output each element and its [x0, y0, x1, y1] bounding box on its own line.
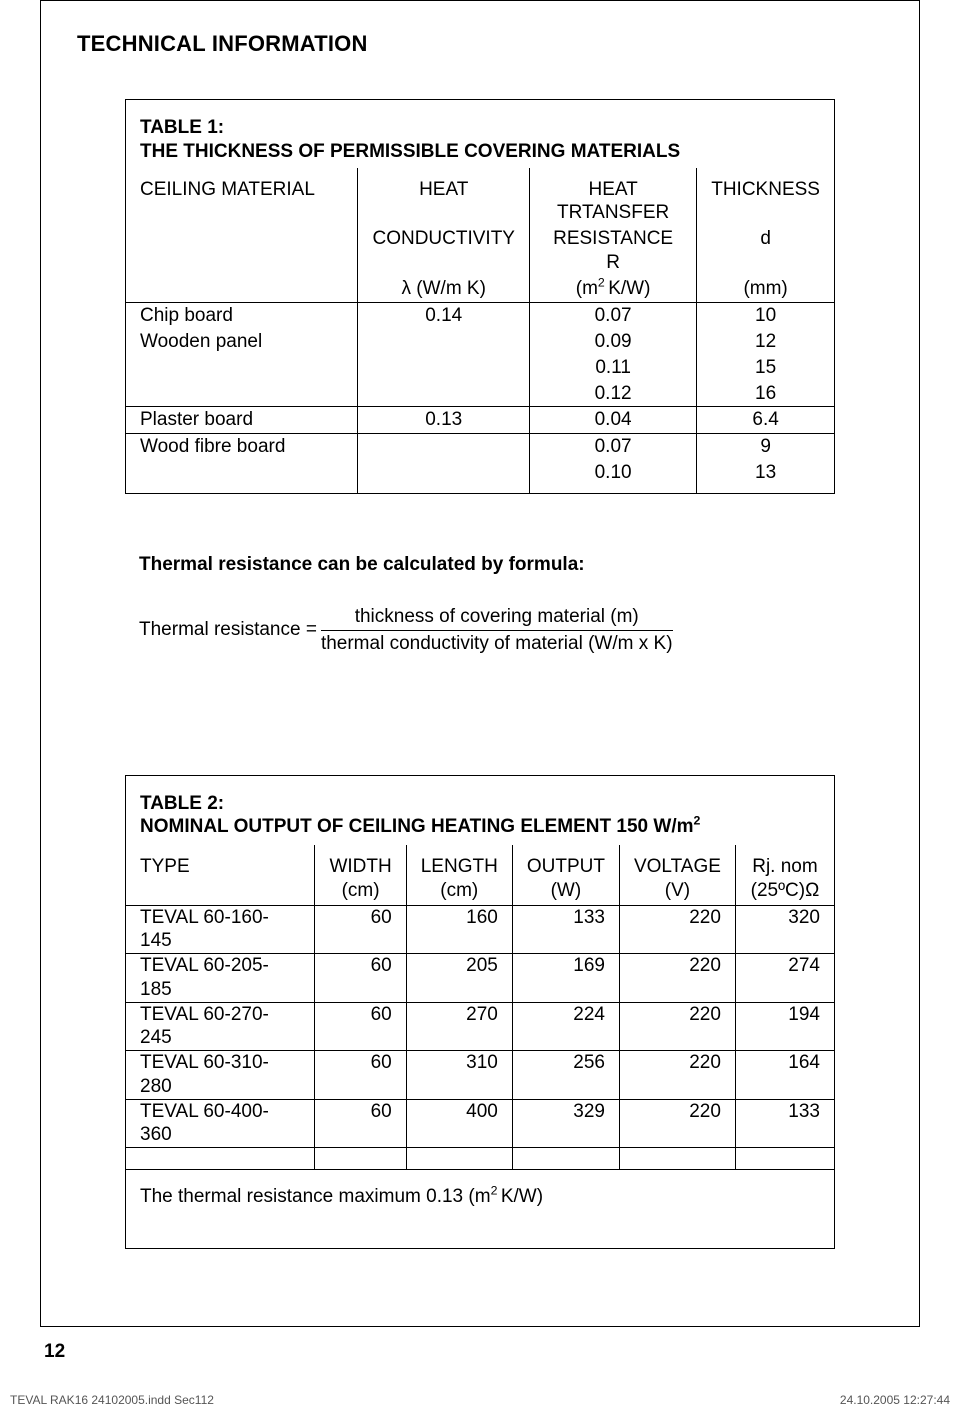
- th-conductivity-l3: λ (W/m K): [358, 276, 530, 303]
- table-1-row: Wooden panel 0.09 12: [126, 329, 834, 355]
- unit-voltage: (V): [619, 879, 735, 905]
- table-1-title: TABLE 1: THE THICKNESS OF PERMISSIBLE CO…: [126, 100, 834, 168]
- th-voltage: VOLTAGE: [619, 845, 735, 879]
- th-material: CEILING MATERIAL: [126, 168, 358, 227]
- table-2-header-row: TYPE WIDTH LENGTH OUTPUT VOLTAGE Rj. nom: [126, 845, 834, 879]
- table-2-row: TEVAL 60-400-360 60 400 329 220 133: [126, 1099, 834, 1148]
- th-length: LENGTH: [406, 845, 512, 879]
- table-1-row: 0.12 16: [126, 381, 834, 407]
- th-resistance-l3: (m2 K/W): [529, 276, 696, 303]
- page-title: TECHNICAL INFORMATION: [77, 31, 883, 57]
- table-2-note: The thermal resistance maximum 0.13 (m2 …: [126, 1170, 834, 1208]
- table-1-row: Chip board 0.14 0.07 10: [126, 303, 834, 329]
- footer-right: 24.10.2005 12:27:44: [840, 1393, 950, 1407]
- th-thickness-l1: THICKNESS: [697, 168, 834, 227]
- table-1-title-line-1: TABLE 1:: [140, 117, 224, 138]
- unit-width: (cm): [315, 879, 406, 905]
- table-2-row: TEVAL 60-270-245 60 270 224 220 194: [126, 1002, 834, 1051]
- table-2-row: TEVAL 60-205-185 60 205 169 220 274: [126, 954, 834, 1003]
- th-rjnom: Rj. nom: [735, 845, 834, 879]
- table-1-row: Wood fibre board 0.07 9: [126, 434, 834, 460]
- footer: TEVAL RAK16 24102005.indd Sec112 24.10.2…: [0, 1393, 960, 1407]
- th-thickness-l3: (mm): [697, 276, 834, 303]
- formula-fraction: thickness of covering material (m) therm…: [321, 606, 673, 655]
- content-frame: TECHNICAL INFORMATION TABLE 1: THE THICK…: [40, 0, 920, 1327]
- table-1-grid: CEILING MATERIAL HEAT HEAT TRTANSFER THI…: [126, 168, 834, 493]
- table-2-title-line-1: TABLE 2:: [140, 793, 224, 814]
- formula-lhs: Thermal resistance =: [139, 619, 317, 641]
- table-1-row: Plaster board 0.13 0.04 6.4: [126, 407, 834, 434]
- table-2-title-line-2: NOMINAL OUTPUT OF CEILING HEATING ELEMEN…: [140, 816, 700, 837]
- table-1-title-line-2: THE THICKNESS OF PERMISSIBLE COVERING MA…: [140, 141, 680, 162]
- table-1-header-row-3: λ (W/m K) (m2 K/W) (mm): [126, 276, 834, 303]
- table-2-row: TEVAL 60-160-145 60 160 133 220 320: [126, 905, 834, 954]
- th-conductivity-l2: CONDUCTIVITY: [358, 226, 530, 276]
- page-number: 12: [44, 1341, 65, 1363]
- unit-output: (W): [512, 879, 619, 905]
- table-2-title: TABLE 2: NOMINAL OUTPUT OF CEILING HEATI…: [126, 776, 834, 846]
- table-2: TABLE 2: NOMINAL OUTPUT OF CEILING HEATI…: [125, 775, 835, 1250]
- page: TECHNICAL INFORMATION TABLE 1: THE THICK…: [0, 0, 960, 1417]
- th-resistance-l2: RESISTANCE R: [529, 226, 696, 276]
- table-1-header-row-1: CEILING MATERIAL HEAT HEAT TRTANSFER THI…: [126, 168, 834, 227]
- formula-denominator: thermal conductivity of material (W/m x …: [321, 631, 673, 655]
- th-output: OUTPUT: [512, 845, 619, 879]
- th-conductivity-l1: HEAT: [358, 168, 530, 227]
- table-2-row: TEVAL 60-310-280 60 310 256 220 164: [126, 1051, 834, 1100]
- th-thickness-l2: d: [697, 226, 834, 276]
- th-type: TYPE: [126, 845, 315, 879]
- table-1-row: 0.10 13: [126, 460, 834, 493]
- formula-numerator: thickness of covering material (m): [321, 606, 673, 631]
- unit-rjnom: (25ºC)Ω: [735, 879, 834, 905]
- th-width: WIDTH: [315, 845, 406, 879]
- footer-left: TEVAL RAK16 24102005.indd Sec112: [10, 1393, 214, 1407]
- formula: Thermal resistance = thickness of coveri…: [139, 606, 821, 655]
- table-1-header-row-2: CONDUCTIVITY RESISTANCE R d: [126, 226, 834, 276]
- table-1-row: 0.11 15: [126, 355, 834, 381]
- table-2-grid: TYPE WIDTH LENGTH OUTPUT VOLTAGE Rj. nom…: [126, 845, 834, 1170]
- table-2-unit-row: (cm) (cm) (W) (V) (25ºC)Ω: [126, 879, 834, 905]
- unit-length: (cm): [406, 879, 512, 905]
- table-2-blank-row: [126, 1148, 834, 1170]
- th-resistance-l1: HEAT TRTANSFER: [529, 168, 696, 227]
- table-1: TABLE 1: THE THICKNESS OF PERMISSIBLE CO…: [125, 99, 835, 494]
- formula-heading: Thermal resistance can be calculated by …: [139, 554, 821, 576]
